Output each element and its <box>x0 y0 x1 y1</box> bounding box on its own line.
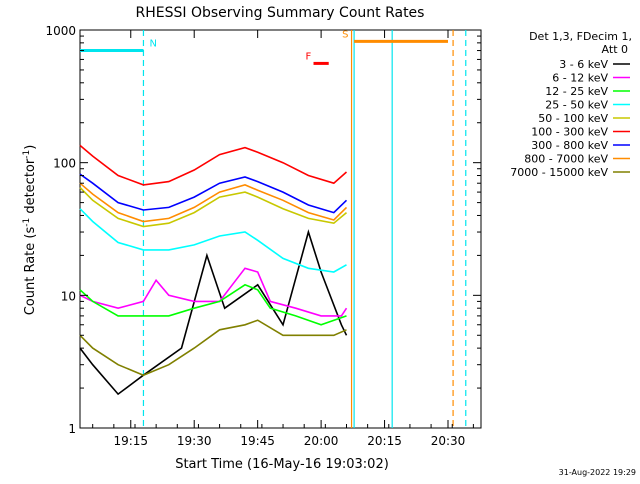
x-tick-label: 19:45 <box>240 434 275 448</box>
y-tick-label: 100 <box>53 157 76 171</box>
plot-area: N F S 19:15 19:30 19:45 20:00 20:15 20:30 1 10 10… <box>45 24 482 448</box>
x-tick-label: 20:15 <box>367 434 402 448</box>
plot-frame <box>79 29 482 429</box>
annotation-label-s: S <box>342 29 348 40</box>
series-line-12-25-kev <box>79 283 347 326</box>
legend-header-line2: Att 0 <box>602 43 628 56</box>
series-line-7000-15000-kev <box>79 319 347 377</box>
series-line-50-100-kev <box>79 186 348 228</box>
series-layer <box>79 144 348 396</box>
y-tick-label: 10 <box>61 289 76 303</box>
legend-label-25-50-kev: 25 - 50 keV <box>545 99 608 112</box>
legend-label-800-7000-kev: 800 - 7000 keV <box>524 153 608 166</box>
annotation-label-f: F <box>305 51 311 62</box>
legend-label-6-12-kev: 6 - 12 keV <box>552 72 608 85</box>
vertical-markers <box>142 30 467 428</box>
y-axis-ticks: 1 10 100 1000 <box>45 24 481 436</box>
legend-label-12-25-kev: 12 - 25 keV <box>545 85 608 98</box>
y-axis-label-main: Count Rate (s <box>23 227 38 316</box>
y-axis-label-sup2: -1 <box>22 150 32 159</box>
annotation-label-n: N <box>149 39 156 50</box>
x-tick-label: 19:30 <box>177 434 212 448</box>
chart-title: RHESSI Observing Summary Count Rates <box>136 5 425 21</box>
legend-label-50-100-kev: 50 - 100 keV <box>538 112 608 125</box>
legend-header-line1: Det 1,3, FDecim 1, <box>529 30 632 43</box>
legend-label-7000-15000-kev: 7000 - 15000 keV <box>510 166 608 179</box>
y-tick-label: 1 <box>68 422 76 436</box>
annotation-layer: N F S <box>80 29 449 65</box>
footer-timestamp: 31-Aug-2022 19:29 <box>559 468 636 477</box>
x-axis-label: Start Time (16-May-16 19:03:02) <box>175 457 389 472</box>
y-axis-label-sup1: -1 <box>22 218 32 227</box>
series-line-3-6-kev <box>79 229 348 396</box>
series-line-6-12-kev <box>79 267 348 317</box>
series-line-300-800-kev <box>79 173 348 214</box>
legend-label-300-800-kev: 300 - 800 keV <box>531 139 608 152</box>
series-line-100-300-kev <box>79 144 348 186</box>
x-tick-label: 20:30 <box>431 434 466 448</box>
y-axis-label: Count Rate (s-1 detector-1) <box>22 145 38 316</box>
y-axis-label-end: ) <box>23 145 38 150</box>
y-tick-label: 1000 <box>45 24 76 38</box>
y-axis-label-mid: detector <box>23 158 38 218</box>
x-axis-ticks: 19:15 19:30 19:45 20:00 20:15 20:30 <box>92 30 474 448</box>
series-line-800-7000-kev <box>79 182 348 223</box>
series-line-25-50-kev <box>79 208 347 273</box>
x-tick-label: 20:00 <box>304 434 339 448</box>
legend-label-100-300-kev: 100 - 300 keV <box>531 126 608 139</box>
legend-label-3-6-kev: 3 - 6 keV <box>559 58 608 71</box>
x-tick-label: 19:15 <box>113 434 148 448</box>
